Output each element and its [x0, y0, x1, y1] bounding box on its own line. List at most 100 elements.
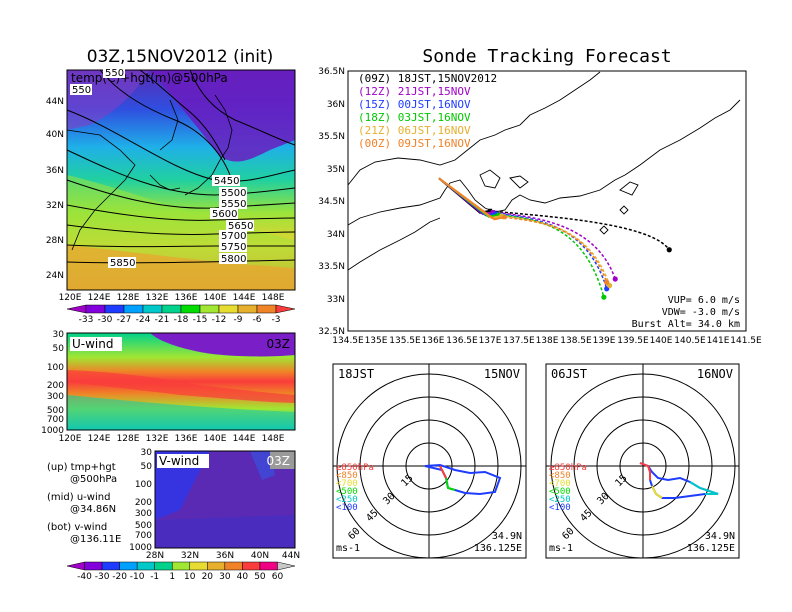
svg-text:100: 100: [47, 363, 64, 373]
svg-text:124E: 124E: [88, 434, 111, 444]
uwind-lon-axis: 120E 124E 128E 132E 136E 140E 144E 148E: [59, 434, 285, 444]
forecast-legend: (09Z) 18JST,15NOV2012 (12Z) 21JST,15NOV …: [358, 72, 497, 150]
svg-text:36N: 36N: [216, 551, 234, 561]
temp-colorbar-cell: [142, 304, 163, 314]
forecast-lon-axis: 134.5E 135E 135.5E 136E 136.5E 137E 137.…: [332, 336, 762, 346]
svg-text:33.5N: 33.5N: [318, 262, 345, 272]
svg-text:34.9N: 34.9N: [492, 531, 522, 542]
hodo1-date: 15NOV: [484, 367, 520, 381]
svg-text:148E: 148E: [262, 434, 285, 444]
svg-text:148E: 148E: [262, 293, 285, 303]
svg-text:136.125E: 136.125E: [474, 543, 522, 554]
svg-text:<500: <500: [549, 487, 571, 497]
svg-text:40N: 40N: [251, 551, 269, 561]
contour-label-5550: 5550: [221, 199, 246, 210]
hodograph-2: [545, 363, 740, 559]
svg-text:134.5E: 134.5E: [332, 336, 364, 346]
wind-colorbar-cell: [189, 561, 208, 571]
svg-text:<700: <700: [336, 479, 358, 489]
svg-text:34N: 34N: [327, 230, 345, 240]
svg-text:700: 700: [135, 531, 152, 541]
svg-text:35.5N: 35.5N: [318, 132, 345, 142]
hodograph-1: [332, 363, 527, 559]
svg-text:<850: <850: [336, 471, 358, 481]
contour-label-5600: 5600: [212, 209, 237, 220]
svg-text:32N: 32N: [181, 551, 199, 561]
temp-colorbar-label: -12: [212, 315, 227, 325]
wind-colorbar-labels: -40 -30 -20 -10 -1 1 10 20 30 40 50 60: [77, 572, 283, 582]
sonde-landing-point: [612, 276, 618, 282]
svg-text:140.5E: 140.5E: [674, 336, 706, 346]
svg-text:50: 50: [141, 462, 153, 472]
svg-text:<250: <250: [549, 495, 571, 505]
svg-text:140E: 140E: [650, 336, 673, 346]
svg-text:200: 200: [135, 498, 152, 508]
temperature-colorbar: [66, 304, 296, 314]
left-title: 03Z,15NOV2012 (init): [87, 47, 274, 67]
temp-colorbar-label: -9: [234, 315, 243, 325]
temp-colorbar-label: -30: [98, 315, 113, 325]
svg-text:140E: 140E: [204, 434, 227, 444]
contour-label-5450: 5450: [214, 176, 239, 187]
temp-colorbar-cell: [104, 304, 125, 314]
svg-text:36.5N: 36.5N: [318, 67, 345, 77]
svg-text:32.5N: 32.5N: [318, 327, 345, 337]
svg-text:<100: <100: [549, 503, 571, 513]
svg-text:144E: 144E: [233, 293, 256, 303]
svg-text:(bot) v-wind: (bot) v-wind: [47, 522, 107, 533]
temp-colorbar-label: -33: [79, 315, 94, 325]
svg-text:<250: <250: [336, 495, 358, 505]
temp-colorbar-cell: [218, 304, 239, 314]
temp-colorbar-cell: [85, 304, 106, 314]
sonde-track-descent: [504, 216, 608, 283]
wind-colorbar-cell: [277, 561, 296, 571]
svg-text:24N: 24N: [46, 271, 64, 281]
svg-text:33N: 33N: [327, 295, 345, 305]
svg-text:40N: 40N: [46, 130, 64, 140]
svg-text:100: 100: [135, 480, 152, 490]
svg-text:44N: 44N: [282, 551, 300, 561]
wind-colorbar-label: 40: [237, 572, 249, 582]
temp-colorbar-cell: [123, 304, 144, 314]
svg-text:500: 500: [135, 521, 152, 531]
svg-text:500: 500: [47, 406, 64, 416]
svg-text:35N: 35N: [327, 165, 345, 175]
vup-value: VUP= 6.0 m/s: [668, 295, 740, 306]
temperature-colorbar-labels: -33 -30 -27 -24 -21 -18 -15 -12 -9 -6 -3: [79, 315, 281, 325]
contour-labels: 550 550 5450 5500 5550 5600 5650 5700 57…: [70, 67, 254, 269]
svg-text:135E: 135E: [365, 336, 388, 346]
svg-text:137E: 137E: [479, 336, 502, 346]
svg-text:128E: 128E: [117, 434, 140, 444]
map-lon-axis: 120E 124E 128E 132E 136E 140E 144E 148E: [59, 293, 285, 303]
wind-colorbar-cell: [101, 561, 120, 571]
svg-text:141E: 141E: [707, 336, 730, 346]
hodo2-time-box: [549, 368, 583, 380]
wind-colorbar-cell: [171, 561, 191, 571]
hodo2-footer: ms-1 34.9N 136.125E: [549, 531, 735, 554]
svg-text:136.5E: 136.5E: [446, 336, 478, 346]
burst-altitude: Burst Alt= 34.0 km: [632, 319, 740, 330]
svg-text:44N: 44N: [46, 97, 64, 107]
vwind-pressure-axis: 30 50 100 200 300 500 700 1000: [129, 448, 152, 553]
svg-text:300: 300: [47, 392, 64, 402]
temperature-map: [66, 69, 296, 291]
sonde-track-descent: [492, 211, 616, 280]
temp-colorbar-cell: [237, 304, 258, 314]
sonde-tracks: [438, 177, 672, 300]
forecast-legend-0: (09Z) 18JST,15NOV2012: [358, 72, 497, 85]
wind-colorbar-label: 50: [254, 572, 266, 582]
svg-text:<100: <100: [336, 503, 358, 513]
svg-text:≥850hPa: ≥850hPa: [549, 463, 587, 473]
hodo1-time-box: [336, 368, 370, 380]
wind-colorbar-label: -10: [130, 572, 145, 582]
hodo1-footer: ms-1 34.9N 136.125E: [336, 531, 522, 554]
wind-colorbar-cell: [84, 561, 103, 571]
svg-text:144E: 144E: [233, 434, 256, 444]
svg-text:34.9N: 34.9N: [705, 531, 735, 542]
temp-colorbar-label: -6: [253, 315, 262, 325]
forecast-map: [347, 70, 747, 332]
svg-text:@34.86N: @34.86N: [70, 504, 116, 515]
temp-colorbar-cell: [199, 304, 220, 314]
svg-text:137.5E: 137.5E: [503, 336, 535, 346]
